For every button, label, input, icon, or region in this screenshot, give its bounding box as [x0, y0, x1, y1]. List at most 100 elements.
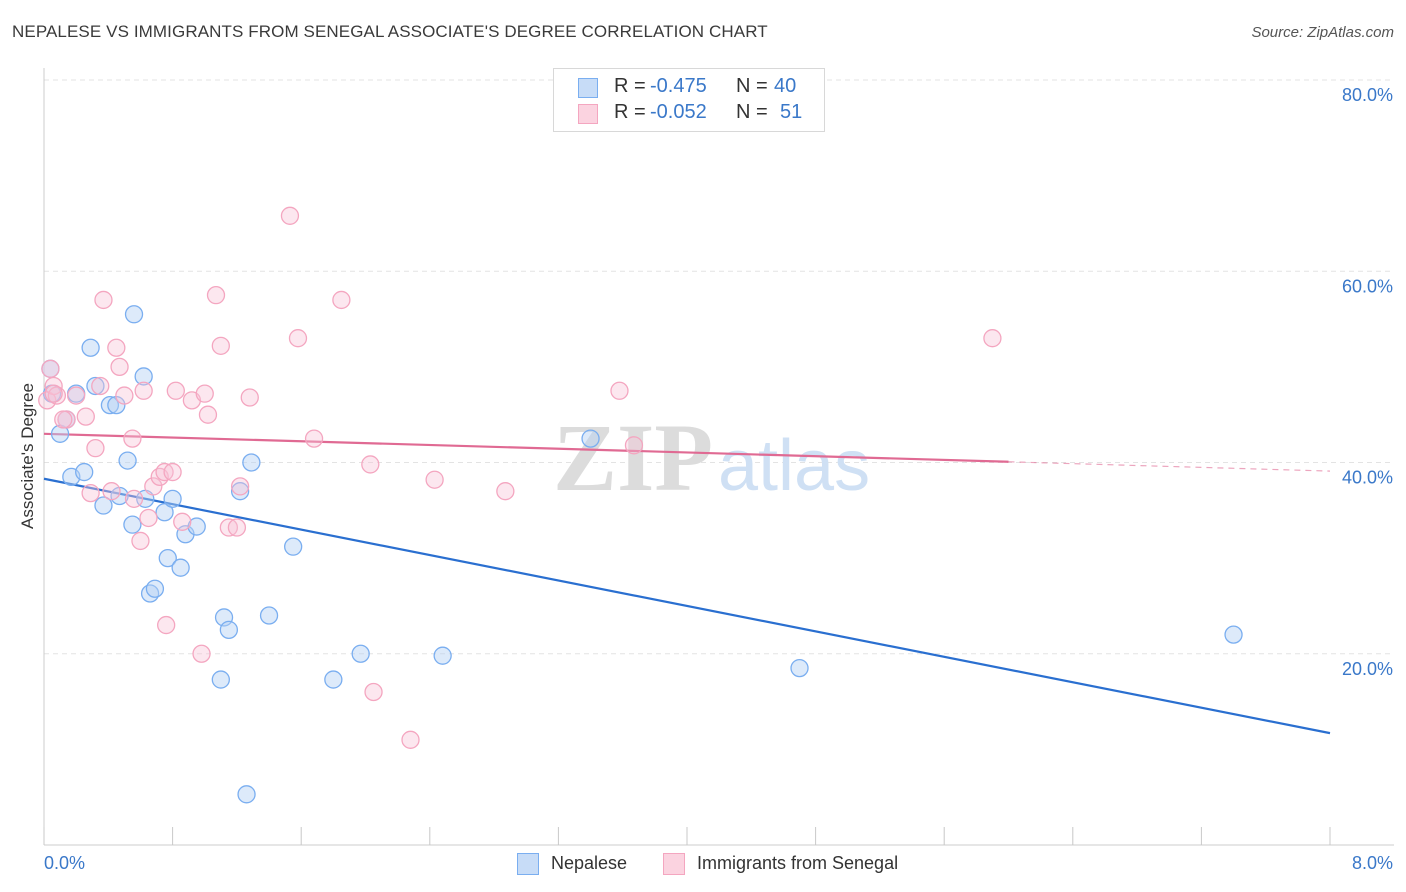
senegal-point — [110, 357, 129, 377]
senegal-point — [139, 508, 158, 528]
nepalese-point — [284, 537, 303, 556]
watermark-atlas: atlas — [718, 426, 870, 506]
senegal-point — [983, 329, 1002, 348]
nepalese-point — [259, 606, 279, 625]
nepalese-point — [118, 451, 137, 470]
senegal-trend-line — [43, 432, 1009, 463]
senegal-point — [94, 290, 113, 310]
senegal-point — [91, 376, 110, 396]
senegal-point — [624, 436, 644, 455]
trend-lines — [43, 432, 1331, 735]
y-tick-label: 20.0% — [1342, 659, 1393, 679]
legend-r-value: -0.052 — [650, 101, 707, 123]
senegal-point — [364, 682, 383, 702]
legend-n-value: 51 — [780, 101, 803, 123]
series-name-nepalese: Nepalese — [551, 853, 628, 873]
senegal-point — [206, 286, 226, 305]
senegal-point — [280, 206, 300, 225]
x-tick-label: 8.0% — [1352, 853, 1393, 873]
nepalese-point — [1224, 625, 1243, 644]
nepalese-point — [324, 670, 343, 689]
legend-swatch-senegal — [578, 104, 598, 124]
senegal-point — [192, 644, 211, 663]
chart-title: NEPALESE VS IMMIGRANTS FROM SENEGAL ASSO… — [12, 22, 768, 41]
x-tick-label: 0.0% — [44, 853, 85, 873]
legend-r-value: -0.475 — [650, 75, 707, 97]
senegal-point — [131, 531, 150, 551]
legend-n-label: N = — [736, 101, 768, 123]
senegal-point — [304, 429, 324, 448]
legend-n-label: N = — [736, 75, 768, 97]
nepalese-point — [433, 646, 452, 665]
tick-labels: 20.0% 40.0% 60.0% 80.0% 0.0% 8.0% — [44, 85, 1393, 873]
legend-r-label: R = — [614, 101, 646, 123]
senegal-point — [41, 359, 60, 378]
senegal-point — [115, 386, 134, 405]
nepalese-point — [790, 658, 809, 678]
senegal-point — [332, 290, 351, 310]
data-points — [38, 206, 1243, 804]
senegal-point — [211, 336, 230, 355]
legend-swatch-nepalese — [578, 78, 598, 98]
axes — [43, 68, 1394, 846]
senegal-point — [173, 512, 192, 531]
senegal-point — [44, 376, 63, 396]
nepalese-point — [351, 644, 370, 663]
nepalese-point — [230, 482, 250, 501]
nepalese-point — [171, 558, 190, 577]
senegal-point — [163, 462, 182, 482]
senegal-point — [401, 730, 420, 749]
series-swatch-nepalese — [517, 853, 539, 875]
source-credit: Source: ZipAtlas.com — [1251, 24, 1394, 41]
senegal-point — [425, 470, 444, 489]
senegal-point — [123, 429, 142, 448]
nepalese-point — [155, 503, 174, 522]
nepalese-point — [581, 429, 600, 448]
series-name-senegal: Immigrants from Senegal — [697, 853, 899, 873]
legend-n-value: 40 — [774, 75, 797, 97]
senegal-point — [134, 381, 153, 400]
nepalese-point — [145, 579, 165, 598]
nepalese-point — [219, 620, 239, 639]
senegal-point — [230, 477, 250, 496]
senegal-point — [86, 439, 105, 458]
nepalese-point — [237, 785, 256, 804]
senegal-point — [102, 482, 121, 501]
nepalese-point — [94, 496, 113, 515]
senegal-trend-line-extension — [1008, 461, 1331, 472]
senegal-point — [67, 386, 86, 405]
nepalese-point — [123, 515, 142, 534]
y-axis-label: Associate's Degree — [18, 383, 37, 529]
watermark: ZIP atlas — [553, 404, 870, 511]
senegal-point — [144, 477, 163, 496]
senegal-point — [54, 410, 73, 429]
y-tick-label: 60.0% — [1342, 276, 1393, 296]
senegal-point — [166, 381, 185, 400]
nepalese-point — [242, 453, 261, 472]
senegal-point — [288, 329, 308, 348]
senegal-point — [610, 381, 629, 400]
senegal-point — [81, 483, 100, 503]
nepalese-point — [163, 489, 182, 508]
nepalese-point — [81, 338, 100, 357]
senegal-point — [496, 482, 515, 501]
nepalese-point — [158, 548, 177, 568]
watermark-zip: ZIP — [553, 404, 713, 511]
senegal-point — [76, 407, 95, 426]
series-swatch-senegal — [663, 853, 685, 875]
senegal-point — [361, 455, 380, 474]
senegal-point — [107, 338, 126, 357]
nepalese-point — [86, 376, 105, 396]
y-tick-label: 80.0% — [1342, 85, 1393, 105]
grid-lines — [44, 79, 1394, 655]
y-tick-label: 40.0% — [1342, 468, 1393, 488]
senegal-point — [198, 405, 218, 424]
nepalese-point — [134, 367, 153, 386]
senegal-point — [124, 489, 144, 508]
legend-r-label: R = — [614, 75, 646, 97]
senegal-point — [157, 615, 176, 635]
senegal-point — [227, 518, 247, 537]
senegal-point — [195, 384, 214, 403]
nepalese-point — [124, 305, 144, 324]
